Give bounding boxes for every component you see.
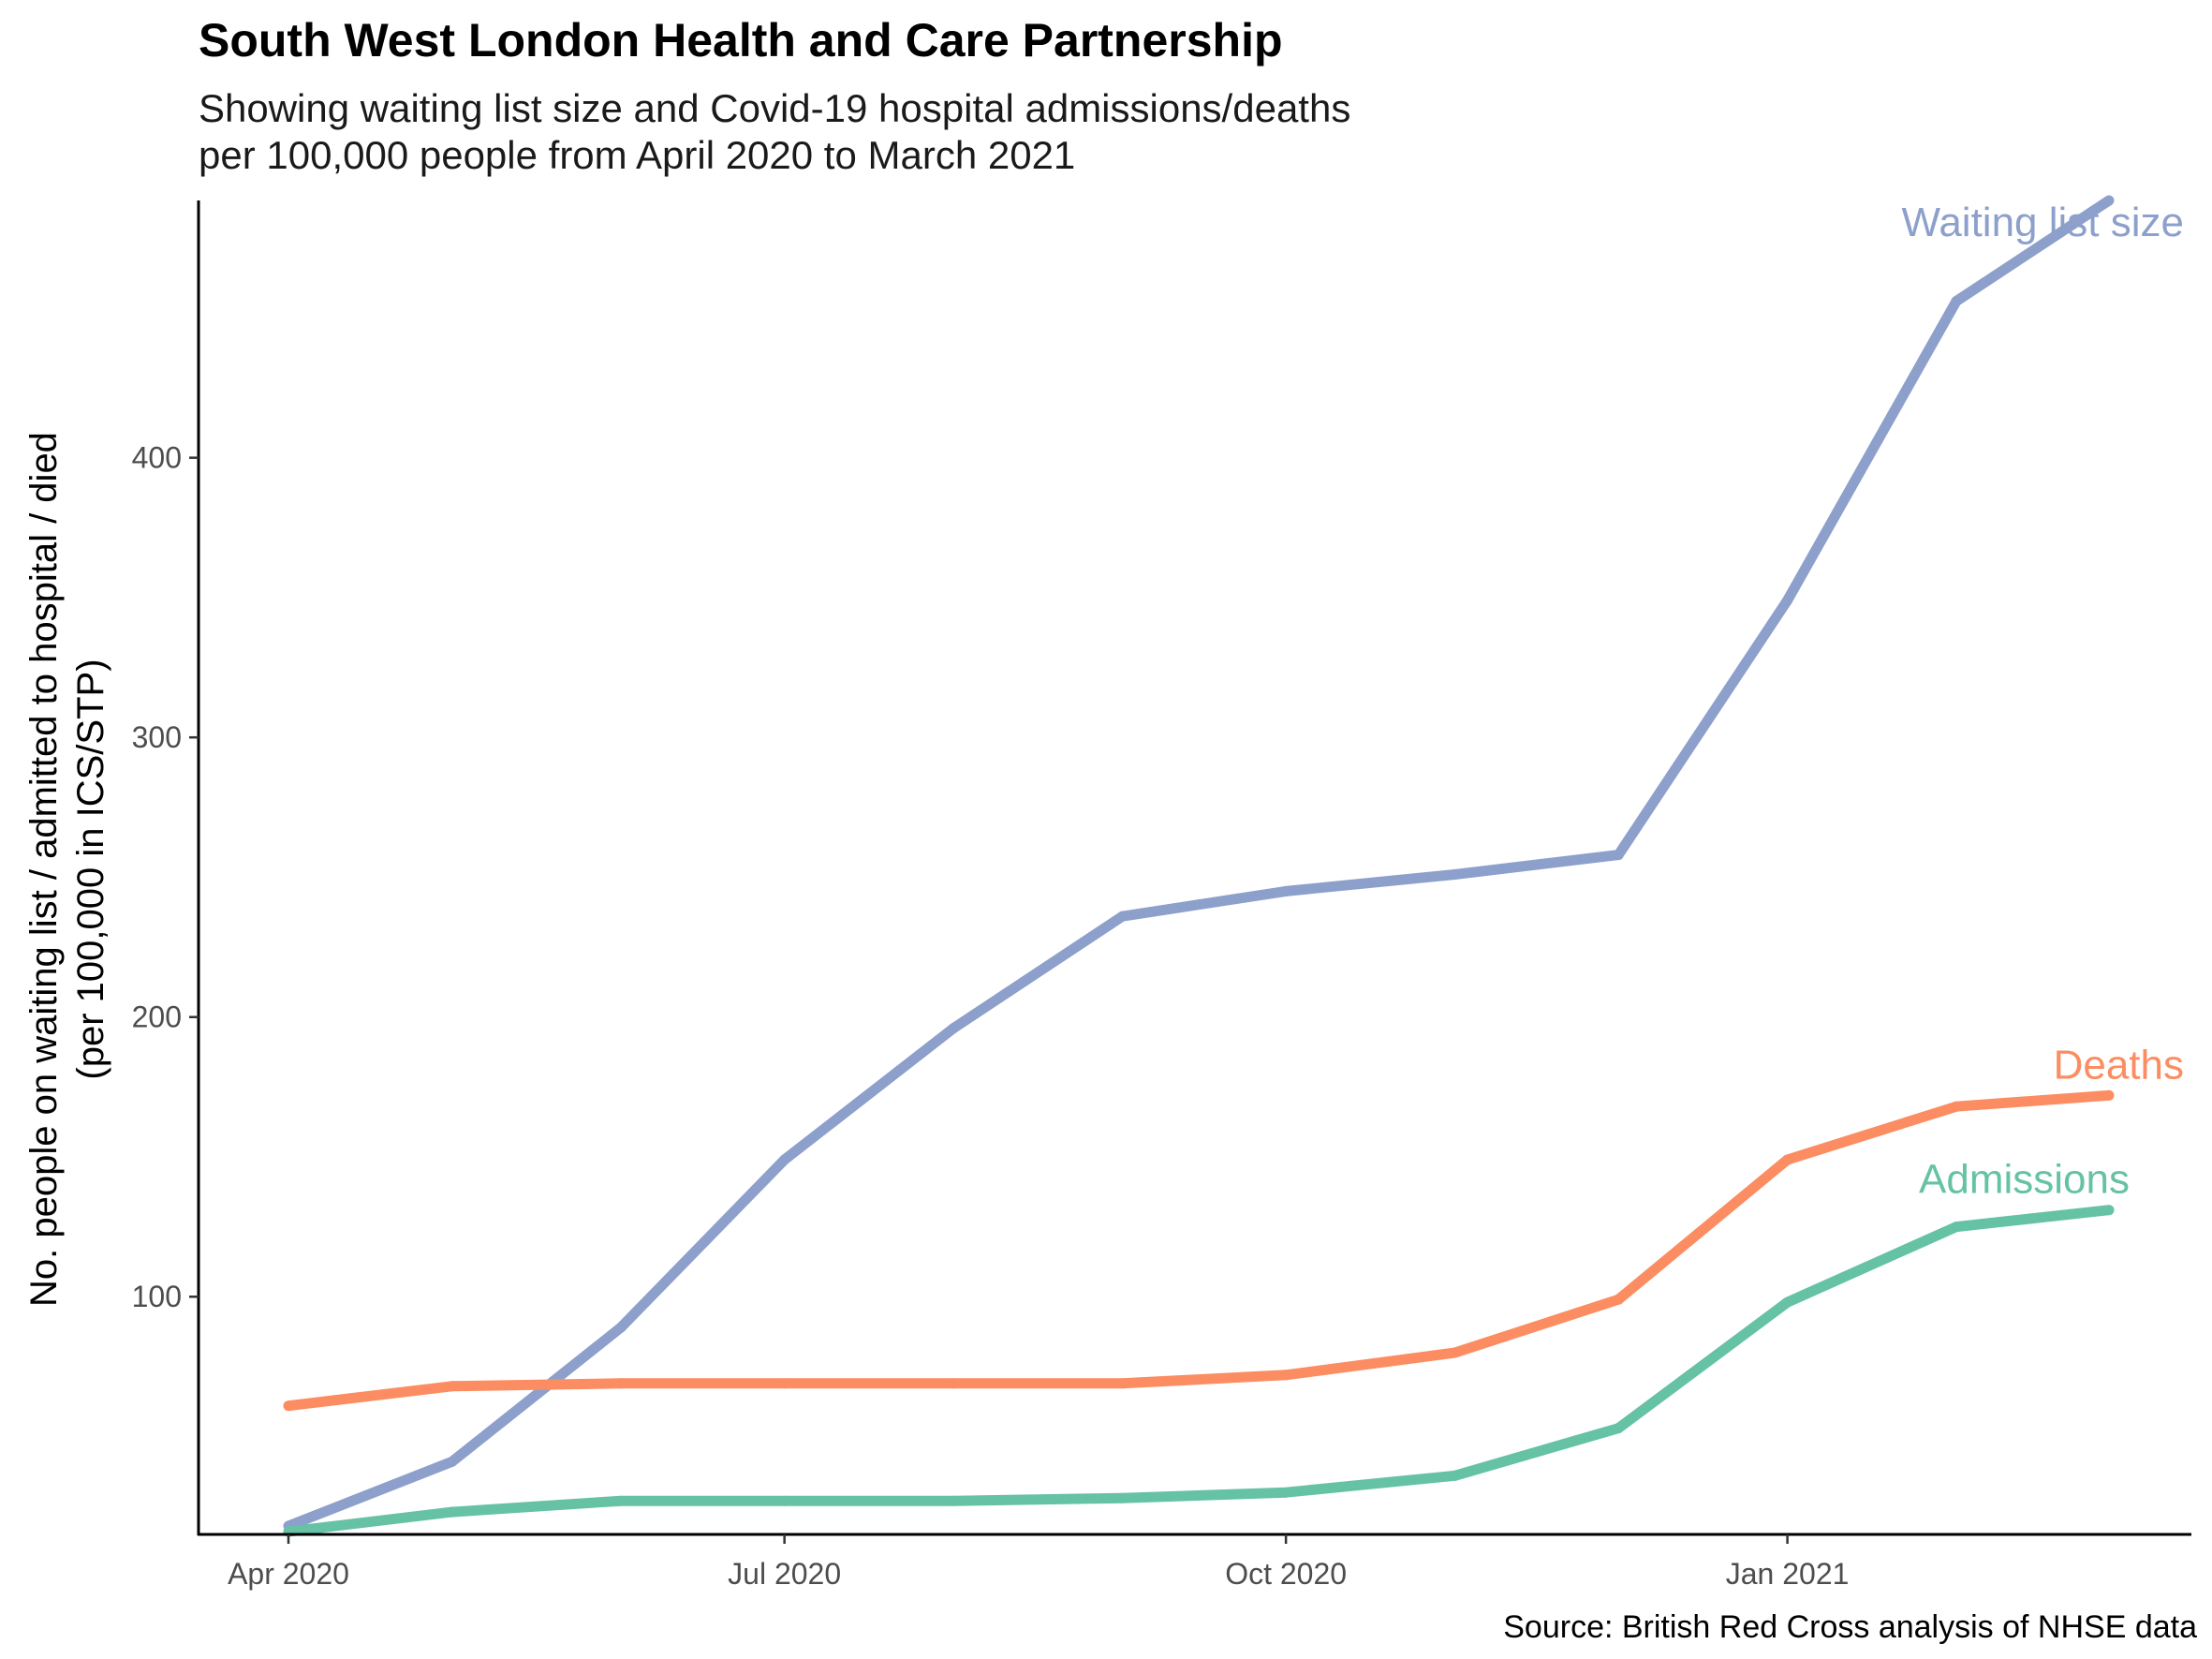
data-point-waiting-list-size <box>447 1456 458 1467</box>
chart-subtitle-line-2: per 100,000 people from April 2020 to Ma… <box>199 133 1076 177</box>
data-point-admissions <box>1613 1423 1624 1434</box>
data-point-admissions <box>615 1495 627 1506</box>
data-point-admissions <box>1782 1296 1793 1308</box>
data-point-admissions <box>779 1495 790 1506</box>
series-label-waiting-list-size: Waiting list size <box>1901 200 2184 245</box>
data-point-admissions <box>2103 1205 2115 1216</box>
data-point-deaths <box>447 1381 458 1392</box>
data-point-deaths <box>1782 1154 1793 1165</box>
series-layer <box>283 195 2115 1537</box>
data-point-admissions <box>447 1506 458 1518</box>
data-point-waiting-list-size <box>1117 911 1128 922</box>
series-line-deaths <box>288 1089 2110 1412</box>
series-line-admissions <box>288 1205 2110 1537</box>
data-point-admissions <box>1450 1470 1461 1481</box>
data-point-deaths <box>1450 1347 1461 1358</box>
data-point-deaths <box>1613 1294 1624 1305</box>
data-point-waiting-list-size <box>779 1154 790 1165</box>
axes-layer: 100 200 300 400 Apr 2020 Jul 2020 Oct 2020 Jan … <box>132 200 2191 1591</box>
data-point-admissions <box>1280 1487 1291 1498</box>
x-tick-label: Jan 2021 <box>1726 1557 1850 1591</box>
series-line-waiting-list-size <box>286 196 2113 1532</box>
y-tick-label: 200 <box>132 1000 182 1034</box>
data-point-waiting-list-size <box>1613 850 1624 861</box>
chart-subtitle-line-1: Showing waiting list size and Covid-19 h… <box>199 86 1351 130</box>
data-point-waiting-list-size <box>1450 869 1461 880</box>
series-labels-layer: Waiting list size Deaths Admissions <box>1901 200 2184 1203</box>
data-point-deaths <box>1117 1378 1128 1389</box>
data-point-deaths <box>1280 1370 1291 1381</box>
data-point-deaths <box>948 1378 959 1389</box>
x-tick-label: Jul 2020 <box>728 1557 841 1591</box>
x-tick-label: Apr 2020 <box>228 1557 349 1591</box>
y-tick-label: 100 <box>132 1280 182 1313</box>
data-point-waiting-list-size <box>948 1023 959 1034</box>
data-point-deaths <box>1951 1101 1962 1112</box>
data-point-deaths <box>779 1378 790 1389</box>
data-point-waiting-list-size <box>1280 885 1291 896</box>
data-point-admissions <box>1117 1492 1128 1503</box>
chart-title: South West London Health and Care Partne… <box>199 14 1283 67</box>
data-point-waiting-list-size <box>615 1322 627 1333</box>
data-point-deaths <box>2103 1089 2115 1101</box>
data-point-deaths <box>615 1378 627 1389</box>
y-tick-label: 400 <box>132 441 182 475</box>
data-point-waiting-list-size <box>2103 195 2115 206</box>
series-label-admissions: Admissions <box>1919 1157 2130 1203</box>
data-point-admissions <box>1951 1222 1962 1233</box>
series-label-deaths: Deaths <box>2054 1042 2184 1088</box>
y-tick-label: 300 <box>132 720 182 754</box>
x-tick-label: Oct 2020 <box>1225 1557 1347 1591</box>
source-caption: Source: British Red Cross analysis of NH… <box>1503 1609 2197 1645</box>
data-point-waiting-list-size <box>1951 296 1962 306</box>
data-point-waiting-list-size <box>1782 595 1793 606</box>
data-point-admissions <box>948 1495 959 1506</box>
data-point-deaths <box>283 1400 294 1412</box>
